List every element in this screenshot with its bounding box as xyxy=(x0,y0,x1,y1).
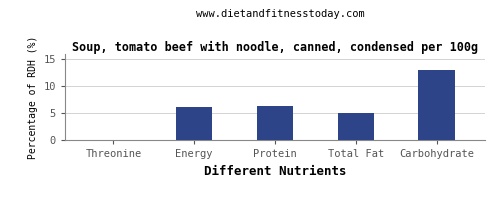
Bar xyxy=(257,106,293,140)
Bar xyxy=(338,113,374,140)
Bar xyxy=(176,107,212,140)
Bar xyxy=(418,70,454,140)
Y-axis label: Percentage of RDH (%): Percentage of RDH (%) xyxy=(28,35,38,159)
Text: www.dietandfitnesstoday.com: www.dietandfitnesstoday.com xyxy=(196,9,364,19)
Title: Soup, tomato beef with noodle, canned, condensed per 100g: Soup, tomato beef with noodle, canned, c… xyxy=(72,41,478,54)
X-axis label: Different Nutrients: Different Nutrients xyxy=(204,165,346,178)
